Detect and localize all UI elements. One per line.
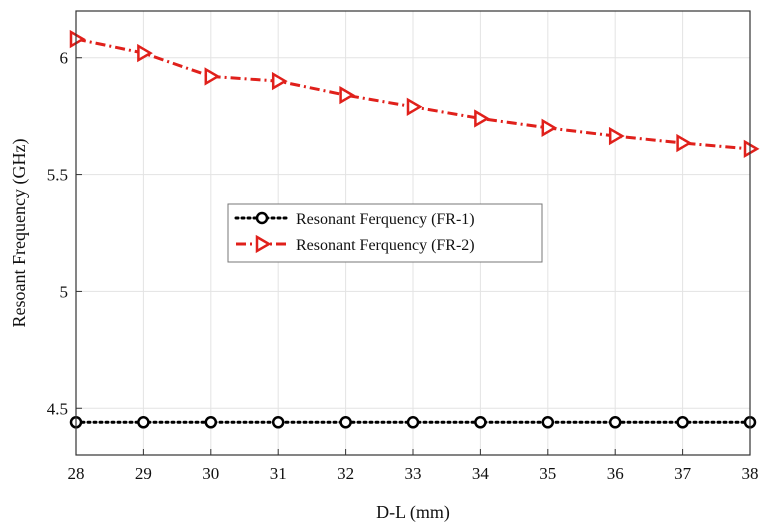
legend-box (227, 203, 543, 263)
data-point (608, 126, 625, 146)
series-1 (69, 416, 757, 429)
y-tick-label: 4.5 (47, 399, 68, 418)
data-point (69, 29, 86, 49)
y-tick-label: 5.5 (47, 166, 68, 185)
legend-marker-circle (255, 211, 269, 225)
x-tick-label: 34 (472, 464, 490, 483)
x-tick-label: 33 (405, 464, 422, 483)
series-2 (69, 29, 760, 159)
legend: Resonant Ferquency (FR-1) Resonant Ferqu… (227, 203, 543, 263)
data-point (474, 109, 490, 128)
data-point (204, 67, 221, 86)
legend-swatch-fr2 (236, 234, 288, 254)
data-point (339, 85, 356, 105)
x-tick-label: 31 (270, 464, 287, 483)
data-point (676, 133, 693, 153)
data-point (474, 416, 487, 429)
x-tick-labels: 28 29 30 31 32 33 34 35 36 37 38 (68, 449, 759, 483)
data-point (608, 416, 622, 429)
data-point (137, 43, 153, 63)
legend-label-fr2: Resonant Ferquency (FR-2) (296, 237, 475, 254)
legend-label-fr1: Resonant Ferquency (FR-1) (296, 211, 475, 228)
x-axis-label: D-L (mm) (376, 502, 450, 523)
data-point (271, 71, 288, 91)
x-tick-label: 32 (337, 464, 354, 483)
y-tick-label: 5 (60, 282, 69, 301)
x-tick-label: 38 (742, 464, 759, 483)
x-tick-label: 36 (607, 464, 624, 483)
data-point (204, 416, 218, 429)
data-point (541, 416, 555, 429)
data-point (541, 118, 558, 138)
y-tick-label: 6 (60, 49, 69, 68)
data-point (743, 139, 760, 159)
legend-marker-triangle (255, 234, 272, 254)
data-point (406, 97, 423, 116)
data-point (406, 416, 420, 429)
data-point (271, 416, 285, 429)
data-point (676, 416, 689, 429)
x-tick-label: 28 (68, 464, 85, 483)
y-axis-label: Resoant Frequency (GHz) (9, 139, 30, 328)
legend-swatch-fr1 (234, 211, 290, 225)
x-tick-label: 37 (674, 464, 692, 483)
data-point (339, 416, 352, 429)
series-layer (69, 29, 760, 429)
data-point (137, 416, 150, 429)
x-tick-label: 35 (539, 464, 556, 483)
x-tick-label: 30 (202, 464, 219, 483)
y-tick-labels: 4.5 5 5.5 6 (47, 49, 82, 418)
x-tick-label: 29 (135, 464, 152, 483)
